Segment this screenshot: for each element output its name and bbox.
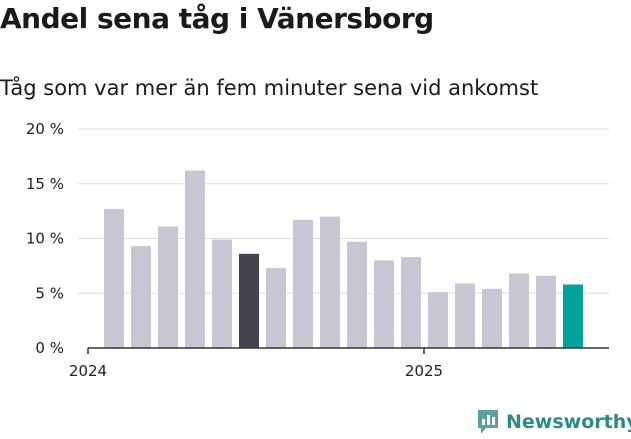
bar bbox=[131, 246, 151, 348]
bar bbox=[320, 216, 340, 348]
bar bbox=[212, 239, 232, 348]
bar bbox=[266, 268, 286, 348]
bar bbox=[401, 257, 421, 348]
chart-subtitle: Tåg som var mer än fem minuter sena vid … bbox=[0, 76, 539, 100]
chart-title: Andel sena tåg i Vänersborg bbox=[0, 2, 434, 35]
bar-chart: 0 % 5 % 10 % 15 % 20 % 2024 2025 bbox=[26, 120, 609, 380]
bar bbox=[428, 292, 448, 348]
bar bbox=[563, 284, 583, 348]
y-tick-label: 10 % bbox=[26, 230, 64, 248]
brand-name: Newsworthy bbox=[506, 411, 631, 433]
bar bbox=[509, 273, 529, 348]
bar bbox=[482, 288, 502, 348]
y-tick-label: 5 % bbox=[35, 284, 64, 302]
bar bbox=[158, 226, 178, 348]
newsworthy-logo-icon bbox=[478, 410, 498, 434]
x-tick-label: 2024 bbox=[69, 362, 107, 380]
bar bbox=[293, 219, 313, 348]
bar bbox=[374, 260, 394, 348]
x-tick-label: 2025 bbox=[405, 362, 443, 380]
bar bbox=[347, 241, 367, 348]
y-tick-label: 0 % bbox=[35, 339, 64, 357]
bar bbox=[239, 253, 259, 348]
bar bbox=[455, 283, 475, 348]
bar bbox=[185, 170, 205, 348]
bar bbox=[536, 275, 556, 348]
bar bbox=[104, 208, 124, 348]
brand-logo: Newsworthy bbox=[476, 408, 631, 436]
y-tick-label: 20 % bbox=[26, 120, 64, 138]
y-tick-label: 15 % bbox=[26, 175, 64, 193]
